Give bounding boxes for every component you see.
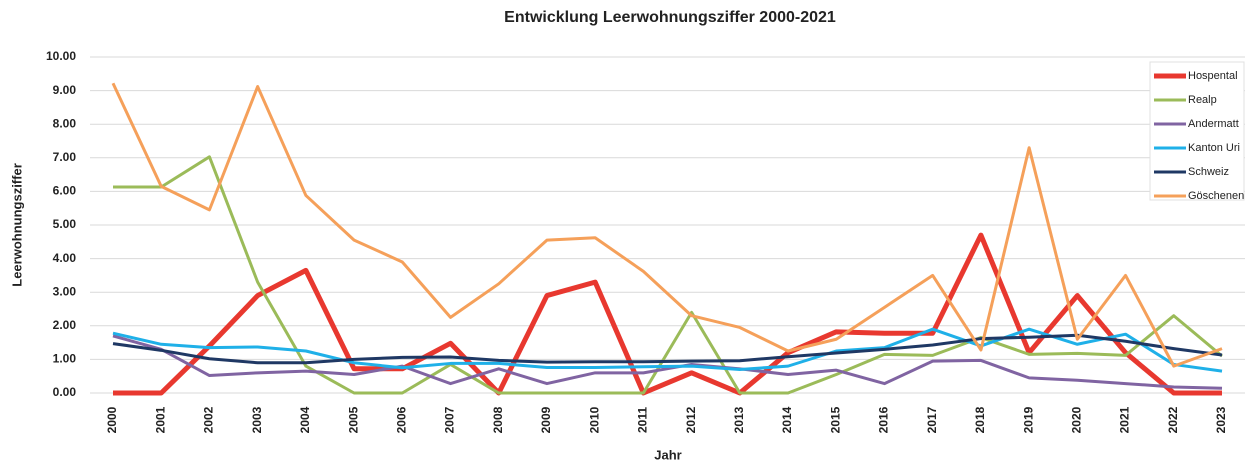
chart-title: Entwicklung Leerwohnungsziffer 2000-2021 <box>504 9 836 26</box>
y-tick-label: 8.00 <box>53 116 77 130</box>
legend-box <box>1149 61 1245 201</box>
y-tick-label: 1.00 <box>53 352 77 366</box>
legend-label: Göschenen <box>1188 190 1244 202</box>
x-tick-label: 2017 <box>925 406 939 433</box>
x-tick-label: 2015 <box>828 406 842 433</box>
y-tick-label: 0.00 <box>53 385 77 399</box>
x-tick-label: 2020 <box>1070 406 1084 433</box>
x-tick-label: 2002 <box>202 406 216 433</box>
x-tick-label: 2006 <box>394 406 408 433</box>
legend-label: Realp <box>1188 94 1217 106</box>
x-tick-label: 2000 <box>105 406 119 433</box>
series-line <box>113 232 1222 396</box>
x-tick-label: 2014 <box>780 406 794 433</box>
legend: Hospental Realp Andermatt Kanton Uri Schweiz… <box>1149 61 1245 202</box>
x-tick-label: 2019 <box>1021 406 1035 433</box>
legend-label: Andermatt <box>1188 118 1239 130</box>
x-tick-label: 2016 <box>877 406 891 433</box>
legend-label: Kanton Uri <box>1188 142 1240 154</box>
x-tick-label: 2001 <box>153 406 167 433</box>
y-tick-label: 10.00 <box>46 49 76 63</box>
x-tick-label: 2009 <box>539 406 553 433</box>
x-tick-label: 2005 <box>346 406 360 433</box>
series-line <box>112 327 1223 373</box>
y-axis-title: Leerwohnungsziffer <box>9 163 24 287</box>
series-line <box>112 334 1223 390</box>
x-tick-label: 2010 <box>587 406 601 433</box>
x-tick-label: 2023 <box>1214 406 1228 433</box>
x-tick-label: 2003 <box>250 406 264 433</box>
x-tick-label: 2011 <box>636 407 650 433</box>
x-tick-label: 2012 <box>684 406 698 433</box>
y-tick-label: 4.00 <box>53 251 77 265</box>
y-tick-label: 3.00 <box>53 284 77 298</box>
x-tick-label: 2007 <box>443 406 457 433</box>
x-tick-label: 2013 <box>732 406 746 433</box>
x-tick-label: 2018 <box>973 406 987 433</box>
x-tick-label: 2022 <box>1166 406 1180 433</box>
y-tick-label: 9.00 <box>53 83 77 97</box>
y-tick-label: 7.00 <box>53 150 77 164</box>
x-tick-label: 2021 <box>1118 406 1132 433</box>
series-line <box>112 333 1223 365</box>
series-line <box>111 82 1223 368</box>
y-tick-label: 5.00 <box>53 217 77 231</box>
x-tick-label: 2004 <box>298 406 312 433</box>
x-tick-label: 2008 <box>491 406 505 433</box>
y-tick-label: 2.00 <box>53 318 77 332</box>
series-line <box>113 155 1223 395</box>
x-axis-title: Jahr <box>654 447 681 462</box>
legend-label: Schweiz <box>1188 166 1229 178</box>
y-tick-label: 6.00 <box>53 184 77 198</box>
legend-label: Hospental <box>1188 70 1238 82</box>
